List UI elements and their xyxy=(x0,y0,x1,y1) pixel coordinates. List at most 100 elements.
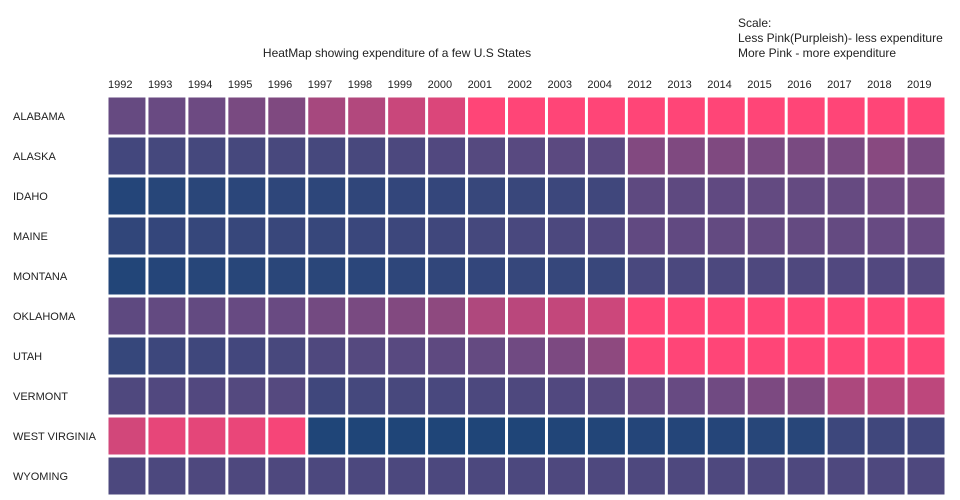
heatmap-cell xyxy=(867,297,905,335)
heatmap-cell xyxy=(667,177,705,215)
heatmap-cell xyxy=(348,417,386,455)
heatmap-cell xyxy=(827,337,865,375)
heatmap-cell xyxy=(508,337,545,375)
y-tick-label: WYOMING xyxy=(13,471,68,483)
heatmap-cell xyxy=(587,217,625,255)
heatmap-cell xyxy=(867,377,905,415)
heatmap-cell xyxy=(627,457,665,495)
heatmap-cell xyxy=(587,177,625,215)
heatmap-cell xyxy=(547,137,585,175)
heatmap-cell xyxy=(388,137,426,175)
heatmap-cell xyxy=(308,377,346,415)
y-tick-label: VERMONT xyxy=(13,391,68,403)
heatmap-cell xyxy=(508,217,545,255)
heatmap-cell xyxy=(707,457,745,495)
heatmap-cell xyxy=(667,257,705,295)
y-tick-label: ALASKA xyxy=(13,151,56,163)
heatmap-cell xyxy=(827,417,865,455)
heatmap-cell xyxy=(188,457,226,495)
heatmap-cell xyxy=(508,137,545,175)
heatmap-cell xyxy=(627,297,665,335)
heatmap-cell xyxy=(348,217,386,255)
heatmap-cell xyxy=(268,297,306,335)
heatmap-cell xyxy=(268,457,306,495)
heatmap-cell xyxy=(348,297,386,335)
heatmap-cell xyxy=(428,137,466,175)
heatmap-cell xyxy=(787,97,825,135)
heatmap-cell xyxy=(388,217,426,255)
legend-line: Scale: xyxy=(738,16,771,30)
heatmap-cell xyxy=(188,97,226,135)
heatmap-cell xyxy=(827,457,865,495)
y-tick-label: OKLAHOMA xyxy=(13,311,76,323)
heatmap-cell xyxy=(108,457,146,495)
heatmap-cell xyxy=(108,257,146,295)
heatmap-cell xyxy=(468,137,506,175)
heatmap-cell xyxy=(747,337,785,375)
heatmap-cell xyxy=(428,457,466,495)
x-tick-label: 2015 xyxy=(747,79,771,91)
heatmap-cell xyxy=(148,217,186,255)
heatmap-cell xyxy=(707,177,745,215)
heatmap-cell xyxy=(587,137,625,175)
heatmap-cell xyxy=(268,217,306,255)
heatmap-cell xyxy=(388,297,426,335)
heatmap-cell xyxy=(508,257,545,295)
heatmap-cell xyxy=(108,217,146,255)
x-tick-label: 2017 xyxy=(827,79,851,91)
heatmap-cell xyxy=(907,217,945,255)
heatmap-cell xyxy=(468,457,506,495)
heatmap-cell xyxy=(787,257,825,295)
heatmap-cell xyxy=(268,137,306,175)
heatmap-cell xyxy=(468,337,506,375)
heatmap-cell xyxy=(787,217,825,255)
heatmap-cell xyxy=(707,337,745,375)
heatmap-cell xyxy=(388,417,426,455)
heatmap-cell xyxy=(547,257,585,295)
heatmap-cell xyxy=(627,417,665,455)
heatmap-cell xyxy=(547,177,585,215)
legend: Scale: Less Pink(Purpleish)- less expend… xyxy=(738,16,943,60)
heatmap-cell xyxy=(827,297,865,335)
heatmap-cell xyxy=(308,417,346,455)
heatmap-cell xyxy=(468,177,506,215)
heatmap-cell xyxy=(108,417,146,455)
heatmap-cell xyxy=(268,177,306,215)
x-tick-label: 1994 xyxy=(188,79,212,91)
x-tick-label: 2018 xyxy=(867,79,891,91)
heatmap-cell xyxy=(268,97,306,135)
heatmap-cell xyxy=(228,377,266,415)
heatmap-cell xyxy=(188,337,226,375)
heatmap-cell xyxy=(907,457,945,495)
heatmap-cell xyxy=(827,257,865,295)
heatmap-cell xyxy=(188,257,226,295)
heatmap-cell xyxy=(787,337,825,375)
heatmap-cell xyxy=(667,97,705,135)
heatmap-cell xyxy=(148,177,186,215)
heatmap-cell xyxy=(547,97,585,135)
heatmap-cell xyxy=(108,97,146,135)
heatmap-cell xyxy=(308,217,346,255)
heatmap-cell xyxy=(388,257,426,295)
heatmap-cell xyxy=(348,457,386,495)
heatmap-cell xyxy=(587,297,625,335)
heatmap-cell xyxy=(667,377,705,415)
heatmap-cell xyxy=(547,417,585,455)
heatmap-cell xyxy=(747,297,785,335)
x-tick-label: 2019 xyxy=(907,79,931,91)
heatmap-cell xyxy=(388,177,426,215)
heatmap-cell xyxy=(228,297,266,335)
x-tick-label: 2004 xyxy=(587,79,611,91)
heatmap-cell xyxy=(667,417,705,455)
heatmap-cell xyxy=(707,417,745,455)
heatmap-cell xyxy=(587,257,625,295)
heatmap-cell xyxy=(747,257,785,295)
heatmap-cell xyxy=(228,337,266,375)
heatmap-cell xyxy=(468,417,506,455)
heatmap-cell xyxy=(468,297,506,335)
heatmap-cell xyxy=(228,97,266,135)
heatmap-cell xyxy=(547,337,585,375)
heatmap-cell xyxy=(348,377,386,415)
heatmap-cell xyxy=(867,417,905,455)
